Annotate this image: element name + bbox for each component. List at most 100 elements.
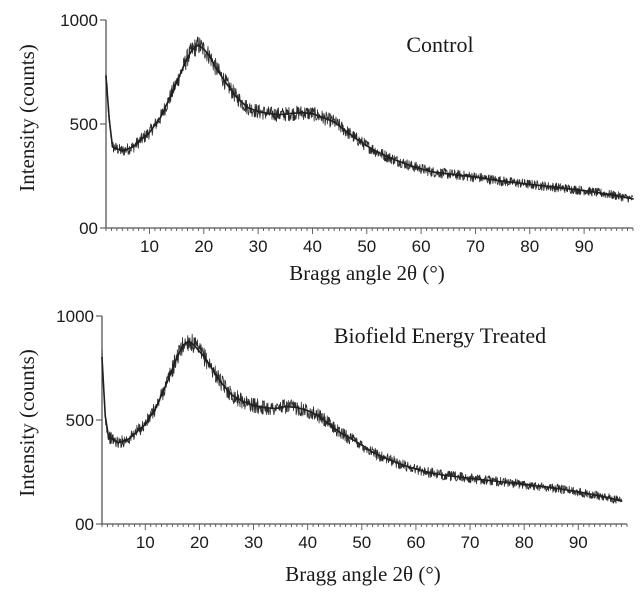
x-tick-label: 40: [303, 237, 322, 256]
data-point: [187, 340, 190, 342]
data-point: [300, 111, 303, 114]
data-point: [285, 405, 287, 408]
x-axis-title: Bragg angle 2θ (°): [289, 261, 445, 285]
data-point: [159, 116, 162, 119]
data-point: [496, 480, 499, 483]
data-point: [263, 406, 266, 409]
chart-control: 10 20 30 40 50 60 70 80 90 00 500 1000 Control Brag…: [0, 0, 640, 295]
data-point: [209, 365, 212, 367]
diffraction-trace: [105, 44, 634, 200]
diffraction-trace: [101, 340, 622, 502]
data-point: [198, 350, 201, 353]
data-point: [257, 110, 260, 113]
y-tick-label: 1000: [60, 11, 98, 30]
data-point: [148, 131, 151, 134]
x-tick-label: 30: [249, 237, 268, 256]
diffraction-trace-noise: [105, 36, 634, 203]
data-point: [107, 435, 110, 438]
chart-title: Control: [406, 32, 473, 57]
data-point: [339, 431, 342, 434]
data-point: [442, 474, 444, 477]
data-point: [610, 193, 613, 196]
data-point: [328, 423, 331, 426]
y-tick-label: 1000: [56, 307, 94, 326]
data-point: [355, 137, 357, 140]
data-point: [393, 460, 396, 463]
data-point: [202, 48, 205, 51]
data-point: [182, 344, 185, 347]
data-point: [415, 467, 417, 470]
data-point: [104, 414, 107, 417]
x-tick-label: 40: [298, 533, 317, 552]
data-point: [382, 456, 385, 459]
data-point: [181, 69, 183, 71]
y-tick-label: 00: [75, 515, 94, 534]
data-point: [186, 56, 189, 59]
data-point: [193, 344, 195, 347]
data-point: [295, 406, 298, 409]
chart-control-marks: 10 20 30 40 50 60 70 80 90 00 500 1000: [60, 11, 634, 256]
data-point: [241, 400, 244, 403]
x-tick-label: 70: [466, 237, 485, 256]
data-point: [523, 483, 526, 486]
data-point: [166, 381, 168, 384]
y-axis-title: Intensity (counts): [15, 44, 39, 192]
x-tick-label: 50: [357, 237, 376, 256]
data-point: [447, 173, 450, 175]
data-point: [350, 437, 352, 440]
data-point: [230, 394, 233, 396]
data-point: [132, 145, 135, 148]
x-tick-label: 60: [406, 533, 425, 552]
x-tick-label: 20: [194, 237, 213, 256]
data-point: [371, 451, 374, 454]
data-point: [101, 356, 103, 359]
y-axis-title: Intensity (counts): [15, 349, 39, 497]
data-point: [420, 167, 423, 170]
data-point: [111, 145, 114, 148]
x-tick-label: 50: [352, 533, 371, 552]
x-tick-label: 70: [461, 533, 480, 552]
x-tick-label: 80: [520, 237, 539, 256]
data-point: [176, 354, 179, 357]
data-point: [425, 471, 428, 473]
x-tick-label: 10: [136, 533, 155, 552]
data-point: [155, 406, 158, 409]
data-point: [322, 116, 325, 119]
chart-biofield: 10 20 30 40 50 60 70 80 90 00 500 1000 Biofield Ene…: [0, 295, 640, 590]
chart-biofield-marks: 10 20 30 40 50 60 70 80 90 00 500 1000: [56, 307, 628, 552]
chart-control-svg: 10 20 30 40 50 60 70 80 90 00 500 1000 Control Brag…: [15, 11, 634, 285]
data-point: [117, 441, 120, 444]
data-point: [144, 423, 147, 426]
data-point: [105, 75, 107, 78]
data-point: [404, 464, 406, 467]
data-point: [556, 186, 558, 189]
data-point: [170, 93, 173, 96]
data-point: [220, 381, 222, 384]
data-point: [252, 404, 255, 407]
data-point: [583, 189, 586, 192]
y-tick-label: 500: [66, 411, 94, 430]
data-point: [550, 486, 553, 489]
data-point: [306, 409, 309, 412]
data-point: [203, 356, 206, 359]
data-point: [632, 197, 634, 200]
data-point: [577, 490, 580, 493]
data-point: [604, 496, 607, 498]
x-tick-label: 10: [140, 237, 159, 256]
data-point: [121, 150, 124, 152]
x-tick-label: 60: [412, 237, 431, 256]
y-tick-label: 500: [70, 115, 98, 134]
diffraction-trace-noise: [101, 333, 622, 504]
data-point: [108, 118, 111, 121]
x-tick-label: 30: [244, 533, 263, 552]
data-point: [246, 106, 249, 109]
x-tick-label: 80: [515, 533, 534, 552]
data-point: [501, 180, 504, 183]
x-axis-title: Bragg angle 2θ (°): [285, 562, 441, 586]
data-point: [192, 48, 194, 51]
data-point: [376, 151, 379, 153]
data-point: [311, 112, 314, 115]
data-point: [213, 64, 216, 67]
data-point: [274, 407, 277, 410]
